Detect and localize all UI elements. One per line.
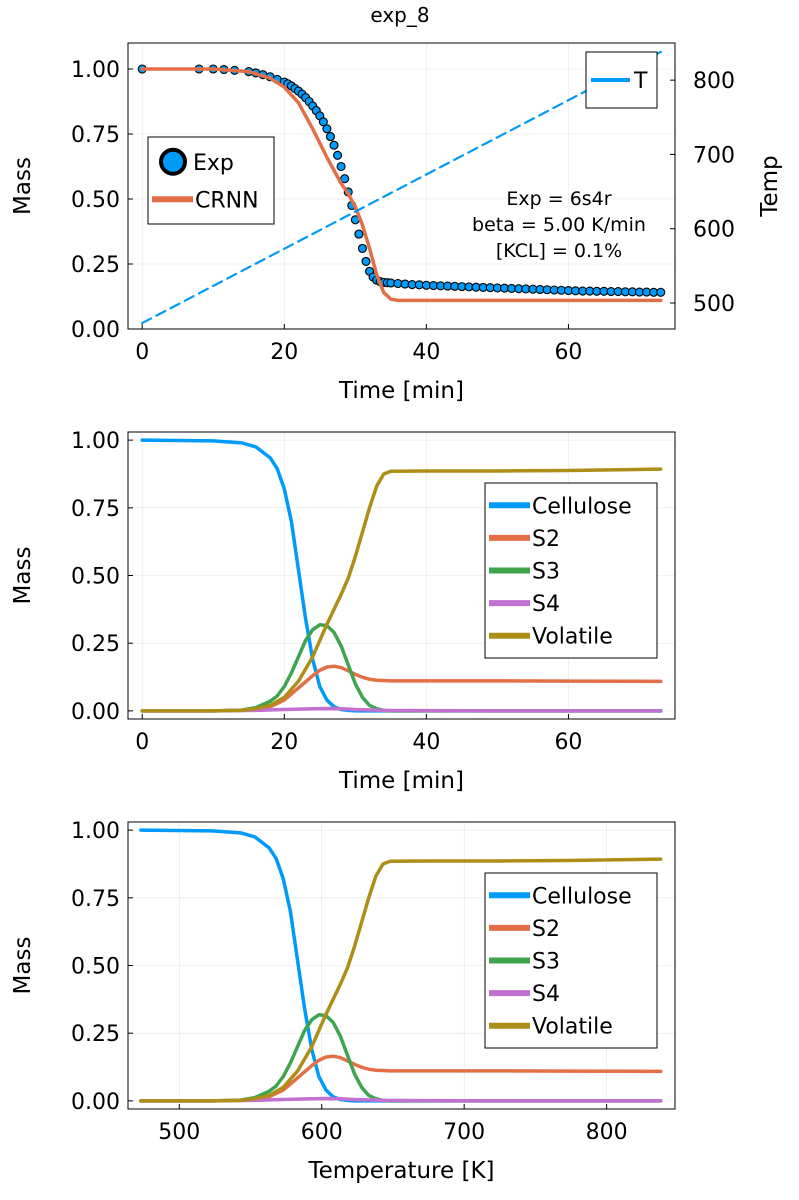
- plot-species-vs-temperature: 500 600 700 800 0.00 0.25 0.50 0.75 1.00 Temperat…: [10, 819, 676, 1184]
- data-point-exp: [354, 229, 364, 239]
- series-exp-points: [137, 64, 666, 297]
- legend-label-cellulose: Cellulose: [532, 494, 632, 519]
- x-tick-label: 0: [135, 340, 149, 365]
- data-point-exp: [322, 124, 332, 134]
- annotation: Exp = 6s4r beta = 5.00 K/min [KCL] = 0.1%: [472, 188, 646, 262]
- y-tick-label: 1.00: [71, 58, 120, 83]
- y-tick-label: 0.50: [71, 565, 120, 590]
- legend-label-s4: S4: [532, 982, 560, 1007]
- y-tick-label: 0.50: [71, 955, 120, 980]
- series-volatile-line: [140, 467, 663, 713]
- data-point-exp: [361, 256, 371, 266]
- data-point-exp: [325, 132, 336, 142]
- legend-label-s3: S3: [532, 560, 560, 585]
- legend-label-cellulose: Cellulose: [532, 884, 632, 909]
- x-tick-label: 500: [158, 1120, 200, 1145]
- legend-label-volatile: Volatile: [532, 625, 613, 650]
- y-tick-label: 0.75: [71, 887, 120, 912]
- y-tick-label: 1.00: [71, 819, 120, 844]
- legend-label-crnn: CRNN: [195, 188, 259, 213]
- legend-label-s2: S2: [532, 917, 560, 942]
- data-point-exp: [340, 174, 350, 184]
- x-axis-label: Temperature [K]: [307, 1158, 494, 1184]
- legend-label-s2: S2: [532, 527, 560, 552]
- y-tick-label: 0.00: [71, 700, 120, 725]
- plot-species-vs-time: 0 20 40 60 0.00 0.25 0.50 0.75 1.00 Time [min] Mas…: [10, 429, 676, 794]
- x-tick-label: 60: [554, 340, 582, 365]
- legend-label-s4: S4: [532, 592, 560, 617]
- data-point-exp: [329, 140, 339, 150]
- data-point-exp: [318, 117, 328, 127]
- series-volatile-line: [139, 857, 663, 1103]
- plot-mass-vs-time-exp: 0 20 40 60 0.00 0.25 0.50 0.75 1.00 Time [min] Mas…: [10, 42, 783, 404]
- y-tick-label: 0.25: [71, 632, 120, 657]
- legend: Exp CRNN: [147, 136, 275, 225]
- y2-tick-label: 500: [693, 292, 735, 317]
- y-tick-label: 0.75: [71, 497, 120, 522]
- data-point-exp: [333, 150, 343, 160]
- x-tick-label: 20: [270, 730, 298, 755]
- annotation-line: Exp = 6s4r: [506, 188, 611, 210]
- y-tick-label: 0.00: [71, 1090, 120, 1115]
- legend-label-s3: S3: [532, 950, 560, 975]
- y2-tick-label: 600: [693, 218, 735, 243]
- legend-label-t: T: [633, 69, 648, 94]
- legend-marker-exp: [159, 147, 187, 176]
- legend: Cellulose S2 S3 S4 Volatile: [484, 482, 658, 659]
- x-axis-label: Time [min]: [338, 768, 464, 794]
- legend: Cellulose S2 S3 S4 Volatile: [484, 872, 658, 1049]
- x-tick-label: 700: [443, 1120, 485, 1145]
- x-tick-label: 20: [270, 340, 298, 365]
- series-crnn-line: [140, 67, 663, 303]
- y-tick-label: 1.00: [71, 429, 120, 454]
- data-point-exp: [357, 243, 367, 253]
- figure-title: exp_8: [370, 3, 429, 27]
- x-tick-label: 60: [554, 730, 582, 755]
- y-tick-label: 0.75: [71, 123, 120, 148]
- series-t-line: [141, 50, 662, 325]
- annotation-line: beta = 5.00 K/min: [472, 214, 646, 236]
- plot-frame: [127, 42, 676, 330]
- y2-tick-label: 700: [693, 143, 735, 168]
- y-tick-label: 0.00: [71, 318, 120, 343]
- y-axis-label: Mass: [10, 547, 36, 605]
- x-tick-label: 600: [301, 1120, 343, 1145]
- legend-label-volatile: Volatile: [532, 1015, 613, 1040]
- x-tick-label: 40: [412, 340, 440, 365]
- data-point-exp: [656, 287, 666, 297]
- legend-secondary: T: [585, 51, 658, 109]
- x-tick-label: 0: [135, 730, 149, 755]
- legend-label-exp: Exp: [193, 151, 234, 176]
- y-tick-label: 0.25: [71, 1022, 120, 1047]
- x-tick-label: 40: [412, 730, 440, 755]
- data-point-exp: [336, 161, 346, 172]
- y-axis-label: Mass: [10, 937, 36, 995]
- x-tick-label: 800: [586, 1120, 628, 1145]
- y-axis-label: Mass: [10, 157, 36, 215]
- annotation-line: [KCL] = 0.1%: [496, 240, 622, 262]
- y2-tick-label: 800: [693, 69, 735, 94]
- y2-axis-label: Temp: [757, 155, 783, 217]
- y-tick-label: 0.25: [71, 253, 120, 278]
- y-tick-label: 0.50: [71, 188, 120, 213]
- x-axis-label: Time [min]: [338, 378, 464, 404]
